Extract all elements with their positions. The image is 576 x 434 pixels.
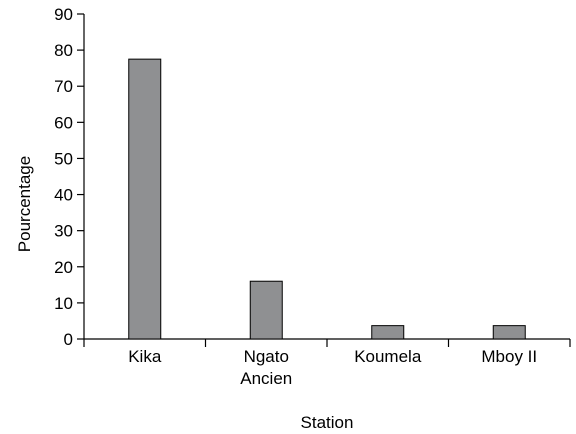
x-axis: Kika Ngato Ancien Koumela Mboy II (83, 338, 571, 388)
bars (128, 58, 526, 340)
y-tick-label: 70 (54, 77, 73, 96)
y-tick-label: 40 (54, 186, 73, 205)
y-tick-label: 0 (64, 330, 73, 349)
bar (371, 325, 405, 340)
y-tick-label: 60 (54, 113, 73, 132)
x-tick-label: Mboy II (481, 347, 537, 366)
y-tick-label: 30 (54, 222, 73, 241)
y-tick-label: 20 (54, 258, 73, 277)
y-tick-label: 90 (54, 5, 73, 24)
bar (128, 58, 162, 340)
y-tick-label: 10 (54, 294, 73, 313)
x-tick-label: Kika (128, 347, 162, 366)
x-tick-label: Koumela (354, 347, 422, 366)
y-tick-label: 50 (54, 149, 73, 168)
bar (249, 280, 283, 340)
bar (492, 325, 526, 340)
x-tick-label: Ancien (240, 369, 292, 388)
y-axis: 0 10 20 30 40 50 60 70 80 90 (54, 5, 85, 349)
x-tick-label: Ngato (244, 347, 289, 366)
y-axis-title: Pourcentage (15, 156, 34, 252)
x-axis-title: Station (301, 413, 354, 432)
y-tick-label: 80 (54, 41, 73, 60)
